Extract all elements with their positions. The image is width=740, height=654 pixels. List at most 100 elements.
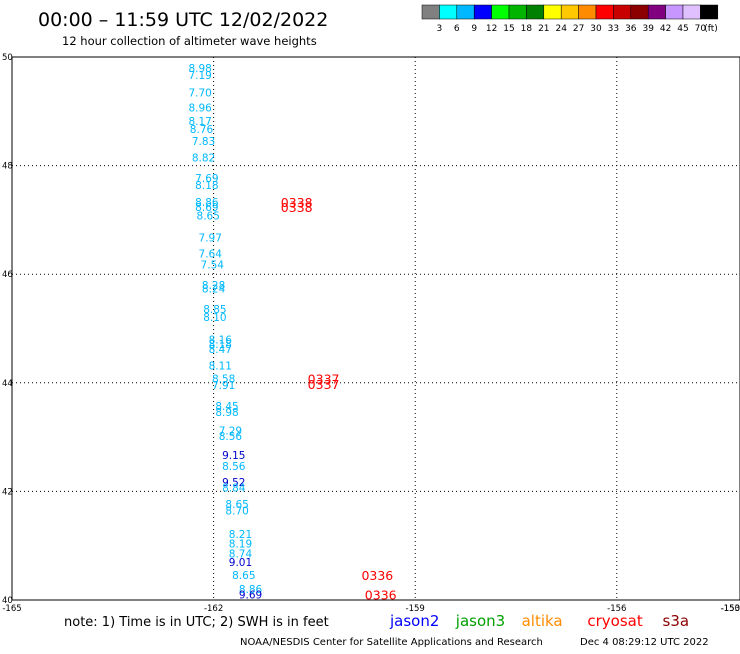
wave-height-label: 8.18	[195, 180, 218, 192]
wave-height-label: 7.70	[188, 87, 211, 99]
y-tick-label: 42	[2, 487, 13, 497]
colorbar-swatch	[595, 4, 614, 20]
wave-height-label: 8.69	[195, 202, 218, 214]
colorbar-tick-label: 6	[454, 24, 460, 34]
colorbar-swatch	[560, 4, 579, 20]
wave-height-label: 8.58	[212, 373, 235, 385]
plot-frame	[11, 56, 740, 601]
wave-height-label: 8.86	[195, 197, 219, 209]
colorbar-tick-label: 3	[437, 24, 443, 34]
colorbar-tick-label: 27	[573, 24, 584, 34]
wave-height-points: 8.987.197.708.968.178.767.838.827.698.18…	[188, 63, 263, 602]
pass-time-label: 0337	[308, 377, 340, 392]
chart-subtitle: 12 hour collection of altimeter wave hei…	[62, 34, 317, 48]
colorbar-tick-label: 9	[471, 24, 477, 34]
wave-height-label: 7.64	[199, 249, 223, 261]
chart-title: 00:00 – 11:59 UTC 12/02/2022	[38, 9, 328, 31]
wave-height-label: 9.52	[222, 477, 245, 489]
wave-height-label: 8.21	[229, 529, 252, 541]
y-tick-label: 44	[2, 379, 13, 389]
colorbar-tick-label: 42	[660, 24, 671, 34]
y-tick-label: 50	[2, 53, 13, 63]
colorbar-swatch	[543, 4, 562, 20]
y-tick-label: 46	[2, 270, 13, 280]
wave-height-label: 8.74	[229, 548, 253, 560]
pass-time-label: 0336	[365, 588, 397, 603]
colorbar-tick-label: 30	[590, 24, 602, 34]
footer-note: note: 1) Time is in UTC; 2) SWH is in fe…	[64, 615, 329, 630]
grid-lines	[12, 57, 740, 600]
wave-height-label: 8.24	[202, 283, 226, 295]
wave-height-label: 8.28	[202, 280, 225, 292]
colorbar-tick-label: 18	[521, 24, 533, 34]
y-axis-ticks: 40 42 44 46 48 50	[2, 53, 13, 606]
colorbar-tick-label: 12	[486, 24, 497, 34]
colorbar-tick-label: 15	[503, 24, 514, 34]
colorbar-swatch	[508, 4, 527, 20]
x-tick-label: -156	[607, 604, 626, 614]
colorbar-swatch	[630, 4, 649, 20]
wave-height-label: 8.85	[203, 304, 226, 316]
wave-height-label: 8.70	[225, 505, 248, 517]
wave-height-label: 8.47	[209, 344, 232, 356]
x-tick-label: -153	[721, 604, 740, 614]
colorbar-swatch	[526, 4, 545, 20]
wave-height-label: 8.45	[215, 401, 238, 413]
colorbar-tick-label: 33	[608, 24, 619, 34]
wave-height-label: 8.65	[225, 499, 248, 511]
wave-height-label: 8.86	[239, 584, 263, 596]
colorbar-tick-label: 70	[695, 24, 707, 34]
colorbar-swatch	[578, 4, 597, 20]
wave-height-label: 9.69	[239, 590, 262, 602]
wave-height-label: 8.65	[197, 211, 220, 223]
satellite-legend: jason2 jason3 altika cryosat s3a	[389, 612, 689, 630]
pass-time-label: 0336	[361, 568, 393, 583]
x-axis-ticks: -165 -162 -159 -156 -153-150	[2, 604, 740, 614]
wave-height-label: 8.84	[222, 483, 246, 495]
wave-height-label: 8.19	[229, 539, 252, 551]
wave-height-label: 8.65	[232, 570, 255, 582]
colorbar-swatch	[682, 4, 701, 20]
wave-height-label: 7.69	[195, 173, 218, 185]
wave-height-label: 8.76	[190, 124, 214, 136]
wave-height-label: 9.01	[229, 557, 252, 569]
wave-height-label: 7.97	[199, 232, 222, 244]
wave-height-label: 8.56	[219, 431, 243, 443]
colorbar-swatch	[665, 4, 684, 20]
colorbar-swatch	[456, 4, 475, 20]
wave-height-label: 9.15	[222, 450, 245, 462]
wave-height-label: 7.19	[188, 70, 211, 82]
x-tick-label: -165	[2, 604, 21, 614]
x-tick-label: -162	[204, 604, 223, 614]
wave-height-label: 8.98	[215, 407, 238, 419]
wave-height-label: 8.56	[222, 461, 246, 473]
wave-height-label: 8.18	[209, 339, 232, 351]
colorbar-swatch	[700, 4, 719, 20]
legend-entry-cryosat: cryosat	[587, 612, 642, 630]
pass-time-label: 0338	[281, 195, 313, 210]
x-tick-label: -159	[406, 604, 425, 614]
footer-timestamp: Dec 4 08:29:12 UTC 2022	[580, 637, 709, 648]
colorbar-swatch	[613, 4, 632, 20]
pass-time-labels: 03380338033703370336033607290729	[281, 195, 397, 603]
legend-entry-jason3: jason3	[455, 612, 505, 630]
colorbar-tick-label: 24	[555, 24, 567, 34]
colorbar-tick-label: 36	[625, 24, 637, 34]
pass-time-label: 0337	[308, 371, 340, 386]
y-tick-label: 48	[2, 162, 13, 172]
wave-height-label: 8.16	[209, 334, 233, 346]
colorbar-tick-label: 45	[677, 24, 688, 34]
colorbar-swatch	[473, 4, 492, 20]
legend-entry-altika: altika	[522, 612, 563, 630]
y-tick-label: 40	[2, 596, 13, 606]
wave-height-label: 8.98	[188, 63, 211, 75]
wave-height-label: 8.96	[188, 102, 212, 114]
colorbar-tick-label: 21	[538, 24, 549, 34]
colorbar: 3 6 9 12 15 18 21 24 27 30 33 36 39 42 45 70(ft)	[421, 4, 719, 34]
wave-height-label: 7.83	[192, 136, 215, 148]
colorbar-swatch	[421, 4, 440, 20]
colorbar-tick-label: (ft)	[704, 24, 718, 34]
x-tick-label: -150	[721, 604, 740, 614]
wave-height-label: 8.11	[209, 360, 232, 372]
